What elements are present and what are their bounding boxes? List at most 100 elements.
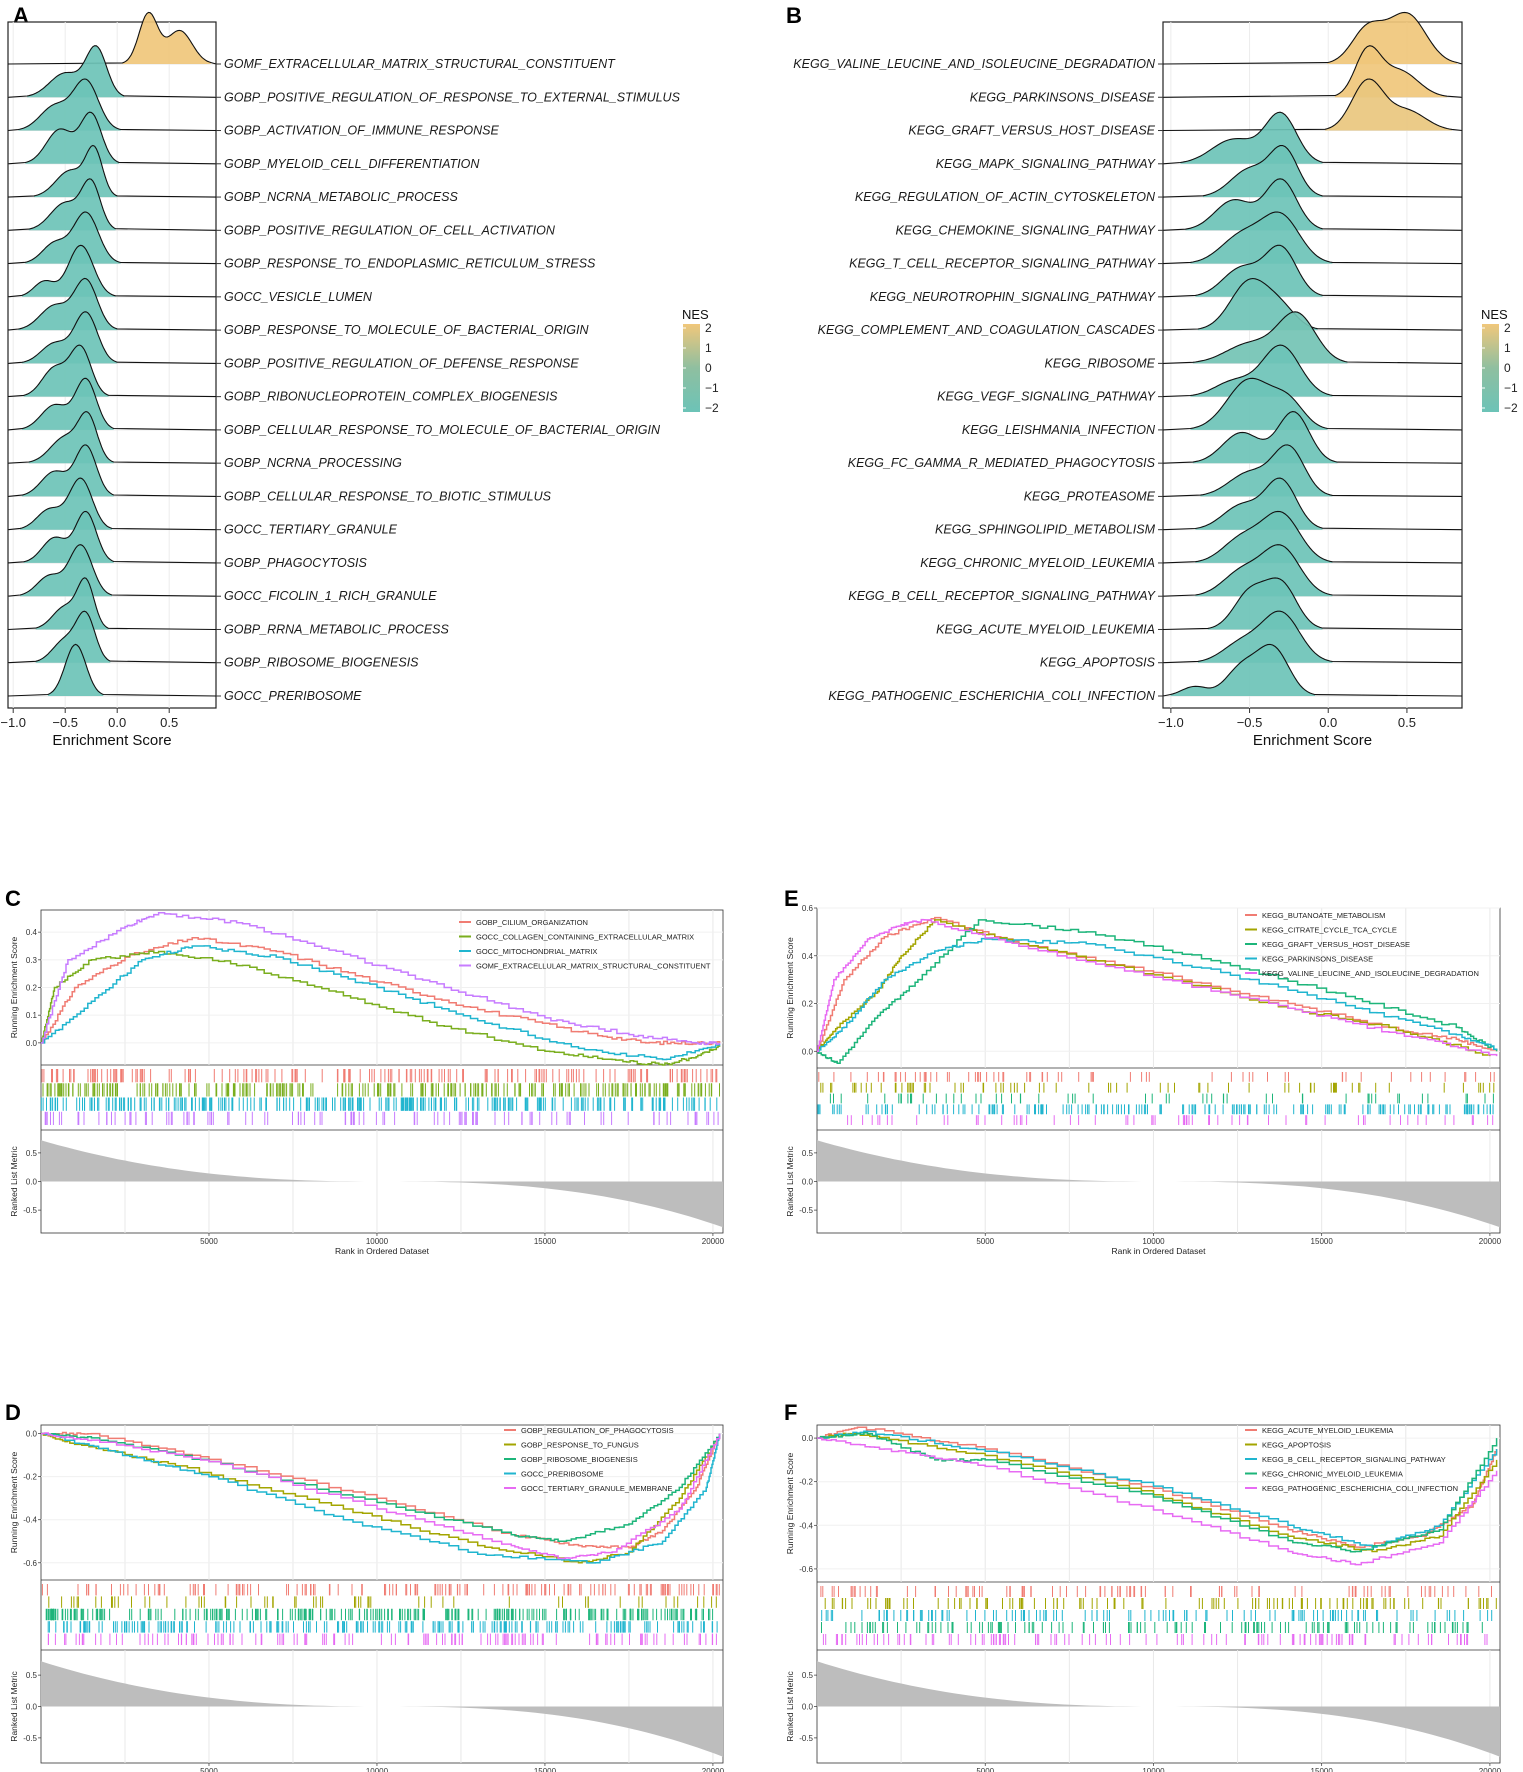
es-line [817,919,1498,1064]
y-tick-label: 0.0 [802,1703,814,1712]
legend-label: KEGG_B_CELL_RECEPTOR_SIGNALING_PATHWAY [1262,1455,1446,1464]
ridge-row-label: KEGG_VALINE_LEUCINE_AND_ISOLEUCINE_DEGRA… [793,57,1156,71]
y-tick-label: 0.0 [802,1047,814,1056]
y-tick-label: 0.5 [26,1671,38,1680]
ridge-row-label: GOBP_NCRNA_PROCESSING [224,456,402,470]
legend-colorbar [683,324,700,412]
ridge-row-label: KEGG_CHEMOKINE_SIGNALING_PATHWAY [895,223,1156,237]
y-tick-label: 0.4 [802,952,814,961]
ridge-row-label: KEGG_NEUROTROPHIN_SIGNALING_PATHWAY [870,290,1157,304]
x-tick-label: 20000 [702,1237,725,1246]
ridge-outline [7,178,217,231]
legend-label: GOCC_TERTIARY_GRANULE_MEMBRANE [521,1484,672,1493]
ridge-row-label: GOBP_CELLULAR_RESPONSE_TO_BIOTIC_STIMULU… [224,489,552,503]
ridge-outline [7,577,217,631]
ridge-outline [7,610,217,664]
ridge-density [122,12,211,64]
ridge-row-label: KEGG_T_CELL_RECEPTOR_SIGNALING_PATHWAY [849,257,1157,271]
legend-label: GOCC_PRERIBOSOME [521,1470,604,1479]
y-tick-label: -0.2 [23,1473,37,1482]
ridge-row-label: KEGG_PARKINSONS_DISEASE [970,90,1156,104]
ridge-row-label: KEGG_SPHINGOLIPID_METABOLISM [935,523,1156,537]
ridge-outline [1162,544,1463,597]
x-tick-label: 0.5 [160,715,178,730]
legend-tick-label: 0 [705,361,712,375]
legend-label: GOBP_RIBOSOME_BIOGENESIS [521,1455,638,1464]
y-tick-label: 0.0 [26,1178,38,1187]
ridge-density [1195,511,1333,563]
ridge-outline [1162,377,1463,431]
legend-colorbar [1482,324,1499,412]
y-axis-title: Ranked List Metric [785,1671,795,1742]
x-tick-label: 5000 [976,1767,994,1772]
x-tick-label: −1.0 [0,715,26,730]
ridge-outline [7,11,217,65]
y-tick-label: 0.5 [802,1149,814,1158]
ridge-outline [1162,111,1463,165]
ridge-density [1195,544,1333,597]
ridge-outline [1162,344,1463,398]
ridge-row-label: GOBP_RESPONSE_TO_ENDOPLASMIC_RETICULUM_S… [224,257,596,271]
ridge-outline [1162,45,1463,98]
ridge-density [1195,478,1323,530]
legend-label: KEGG_PARKINSONS_DISEASE [1262,955,1373,964]
ridge-row-label: GOBP_ACTIVATION_OF_IMMUNE_RESPONSE [224,124,499,138]
ridge-outline [1162,78,1463,132]
ridge-row-label: GOMF_EXTRACELLULAR_MATRIX_STRUCTURAL_CON… [224,57,616,71]
legend-tick-label: −1 [705,381,719,395]
ridge-outline [1162,144,1463,198]
ridge-row-label: GOBP_MYELOID_CELL_DIFFERENTIATION [224,157,480,171]
x-tick-label: −0.5 [52,715,78,730]
ridge-row-label: KEGG_ACUTE_MYELOID_LEUKEMIA [936,622,1155,636]
legend-tick-label: −2 [705,401,719,415]
panel-label: D [5,1400,21,1425]
y-tick-label: 0.0 [26,1703,38,1712]
panel-label: E [784,886,799,911]
es-line [817,937,1498,1053]
ridge-row-label: GOBP_RIBOSOME_BIOGENESIS [224,656,419,670]
ridge-outline [7,510,217,564]
ridge-row-label: GOBP_RRNA_METABOLIC_PROCESS [224,622,449,636]
y-axis-title: Ranked List Metric [9,1146,19,1217]
y-tick-label: 0.0 [802,1178,814,1187]
legend-tick-label: 1 [705,341,712,355]
es-line [41,945,721,1061]
x-tick-label: 20000 [1479,1237,1502,1246]
ridge-outline [7,111,217,165]
y-tick-label: -0.5 [23,1734,37,1743]
panel-label: C [5,886,21,911]
es-line [817,1426,1498,1548]
gsea-legend: KEGG_BUTANOATE_METABOLISM KEGG_CITRATE_CY… [1245,911,1479,978]
y-axis-title: Ranked List Metric [785,1146,795,1217]
ridge-outline [7,311,217,364]
ridge-outline [7,45,217,98]
x-tick-label: 20000 [702,1767,725,1772]
y-tick-label: -0.5 [799,1206,813,1215]
es-line [817,1432,1498,1553]
ridge-density [1197,611,1333,663]
ridge-row-label: GOBP_POSITIVE_REGULATION_OF_CELL_ACTIVAT… [224,223,556,237]
ridge-row-label: GOCC_PRERIBOSOME [224,689,362,703]
y-axis-title: Running Enrichment Score [9,936,19,1038]
x-axis-title: Rank in Ordered Dataset [335,1246,430,1256]
legend-label: GOCC_COLLAGEN_CONTAINING_EXTRACELLULAR_M… [476,933,694,942]
ridge-row-label: GOBP_RIBONUCLEOPROTEIN_COMPLEX_BIOGENESI… [224,390,558,404]
ranked-metric-area [817,1661,1500,1757]
ridge-density [34,145,118,198]
ridge-outline [7,244,217,298]
legend-tick-label: 2 [705,321,712,335]
es-line [817,1430,1498,1548]
y-axis-title: Ranked List Metric [9,1671,19,1742]
y-tick-label: 0.5 [26,1149,38,1158]
panel-B: B KEGG_VALINE_LEUCINE_AND_ISOLEUCINE_DEGR… [786,3,1518,749]
ridge-row-label: KEGG_APOPTOSIS [1040,656,1156,670]
ranked-metric-area [41,1140,723,1228]
ridge-density [21,444,114,497]
legend-title: NES [682,307,709,322]
y-tick-label: -0.6 [23,1559,37,1568]
y-axis-title: Running Enrichment Score [785,1452,795,1554]
legend-label: KEGG_ACUTE_MYELOID_LEUKEMIA [1262,1426,1393,1435]
ridge-row-label: GOCC_TERTIARY_GRANULE [224,523,398,537]
